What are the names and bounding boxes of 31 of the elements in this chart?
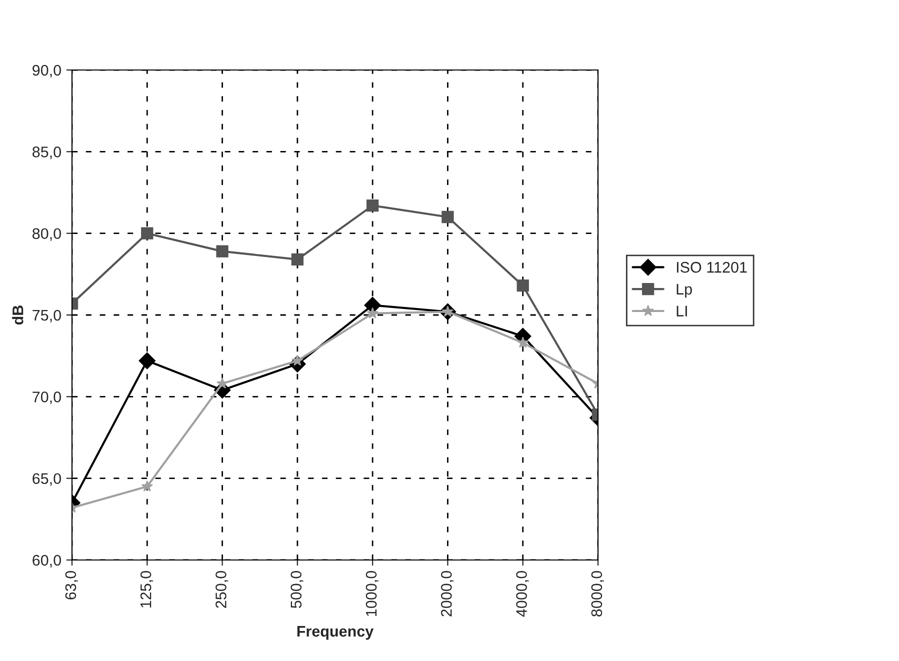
point bbox=[517, 336, 529, 348]
x-tick-label: 63,0 bbox=[65, 571, 78, 600]
legend-label: LI bbox=[676, 306, 687, 316]
point bbox=[141, 227, 154, 240]
y-axis-title: dB bbox=[12, 306, 24, 325]
point bbox=[216, 245, 228, 258]
y-tick-label: 70,0 bbox=[32, 392, 61, 404]
point bbox=[366, 307, 378, 318]
x-tick-label: 250,0 bbox=[216, 571, 228, 608]
x-tick-label: 2000,0 bbox=[440, 571, 454, 616]
x-tick-label: 500,0 bbox=[290, 571, 304, 608]
legend-label: ISO 11201 bbox=[676, 262, 747, 273]
point bbox=[366, 199, 379, 212]
x-tick-label: 1000,0 bbox=[366, 571, 378, 616]
point bbox=[516, 280, 529, 292]
y-tick-label: 65,0 bbox=[32, 473, 61, 486]
x-tick-label: 4000,0 bbox=[516, 571, 529, 617]
point bbox=[216, 378, 228, 389]
legend-label: Lp bbox=[676, 284, 692, 298]
y-tick-label: 60,0 bbox=[32, 554, 61, 568]
point bbox=[442, 210, 454, 224]
x-axis-title: Frequency bbox=[297, 626, 374, 640]
x-tick-label: 125,0 bbox=[140, 571, 154, 608]
y-tick-label: 80,0 bbox=[32, 228, 61, 241]
point bbox=[291, 253, 304, 266]
point bbox=[138, 352, 156, 370]
y-tick-label: 90,0 bbox=[32, 64, 61, 78]
point bbox=[141, 480, 153, 492]
y-tick-label: 85,0 bbox=[32, 146, 61, 160]
y-tick-label: 75,0 bbox=[32, 310, 61, 322]
x-tick-label: 8000,0 bbox=[591, 571, 604, 616]
